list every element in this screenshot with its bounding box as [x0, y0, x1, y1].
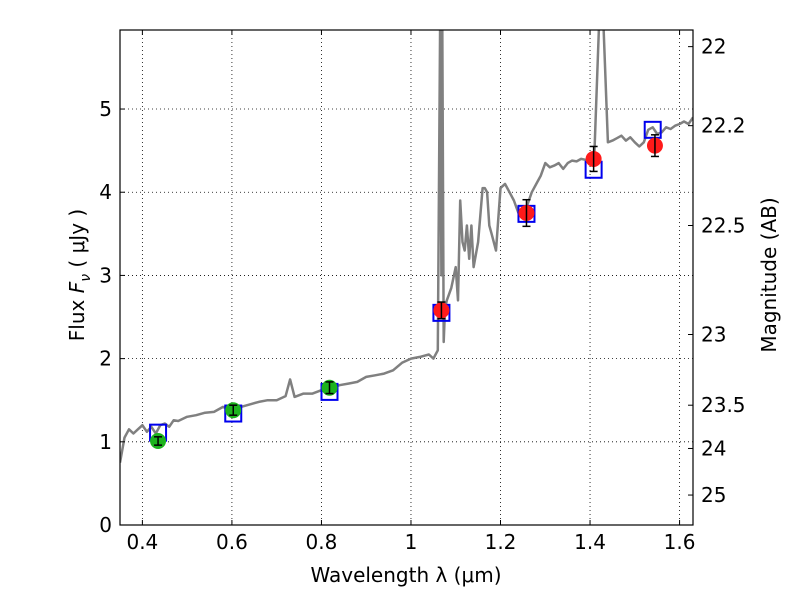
x-tick-label: 1.2 — [485, 530, 517, 554]
y2-axis-label: Magnitude (AB) — [757, 197, 781, 352]
y-tick-label: 3 — [99, 263, 112, 287]
y-tick-label: 2 — [99, 347, 112, 371]
x-tick-label: 1 — [405, 530, 418, 554]
y-label-suffix: ( μJy ) — [65, 209, 89, 274]
y2-tick-label: 22.2 — [701, 114, 746, 138]
x-tick-label: 0.6 — [216, 530, 248, 554]
x-tick-label: 0.8 — [306, 530, 338, 554]
x-tick-label: 1.4 — [574, 530, 606, 554]
x-tick-label: 0.4 — [126, 530, 158, 554]
grid-lines — [120, 30, 693, 526]
y2-tick-label: 25 — [701, 483, 726, 507]
x-tick-label: 1.6 — [664, 530, 696, 554]
y2-tick-label: 22.5 — [701, 214, 746, 238]
y-tick-label: 4 — [99, 180, 112, 204]
y-label-prefix: Flux — [65, 293, 89, 341]
y2-tick-label: 23 — [701, 322, 726, 346]
y-tick-label: 5 — [99, 97, 112, 121]
axis-ticks: 0.4 0.6 0.8 1 1.2 1.4 1.60123452222.222.52323.… — [99, 30, 746, 554]
y-label-symbol: F — [65, 281, 89, 293]
y-axis-label: Flux Fν ( μJy ) — [65, 209, 94, 341]
y2-tick-label: 22 — [701, 35, 726, 59]
y-tick-label: 1 — [99, 430, 112, 454]
y2-tick-label: 23.5 — [701, 393, 746, 417]
plot-frame — [119, 29, 694, 526]
y-tick-label: 0 — [99, 513, 112, 537]
y-label-subscript: ν — [78, 274, 94, 282]
x-axis-label: Wavelength λ (μm) — [310, 563, 501, 587]
plot-series — [120, 30, 693, 463]
model-photometry-square — [643, 120, 662, 139]
model-spectrum-line — [120, 30, 693, 463]
y2-tick-label: 24 — [701, 436, 726, 460]
